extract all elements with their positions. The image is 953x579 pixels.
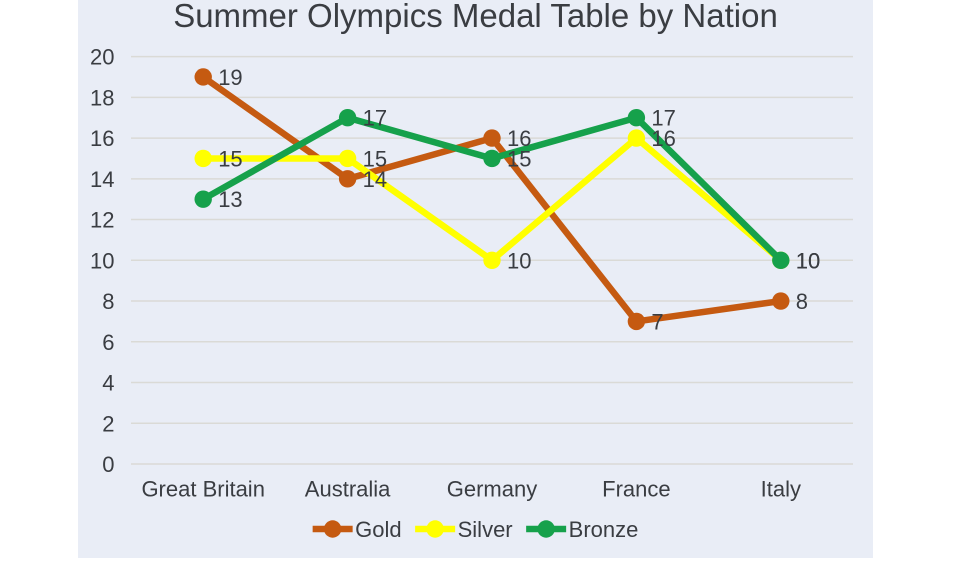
x-axis-category-label: Italy [761,477,801,502]
data-label-gold: 19 [218,65,242,90]
marker-silver-2 [483,251,501,269]
legend-item-gold: Gold [312,517,402,542]
data-label-gold: 14 [363,167,387,192]
legend-label-bronze: Bronze [569,517,639,542]
legend-label-silver: Silver [458,517,513,542]
legend-label-gold: Gold [355,517,401,542]
marker-bronze-2 [483,149,501,168]
legend-item-silver: Silver [415,517,513,542]
x-axis-category-label: Germany [447,477,537,502]
y-axis-tick-label: 10 [90,248,114,273]
y-axis-tick-label: 8 [102,289,114,314]
data-label-gold: 8 [796,289,808,314]
data-label-bronze: 17 [651,106,675,131]
data-label-gold: 7 [651,309,663,334]
y-axis-tick-label: 6 [102,330,114,355]
data-label-silver: 10 [507,248,531,273]
marker-bronze-0 [194,190,212,208]
y-axis-tick-label: 12 [90,208,114,233]
y-axis-tick-label: 4 [102,371,114,396]
data-label-bronze: 13 [218,187,242,212]
data-label-silver: 15 [363,146,387,171]
legend-marker-silver [426,520,444,538]
x-axis-category-label: Australia [305,477,391,502]
marker-gold-2 [483,129,501,147]
chart-title: Summer Olympics Medal Table by Nation [173,0,778,34]
y-axis-tick-label: 0 [102,452,114,477]
marker-silver-1 [338,149,357,168]
plot-background [78,0,873,558]
marker-bronze-3 [627,109,646,127]
data-label-bronze: 15 [507,146,531,171]
y-axis-tick-label: 14 [90,167,114,192]
marker-gold-0 [194,68,212,86]
x-axis-category-label: France [602,477,670,502]
data-label-bronze: 17 [363,106,387,131]
marker-silver-3 [627,129,646,147]
y-axis-tick-label: 2 [102,411,114,436]
data-label-bronze: 10 [796,248,820,273]
marker-gold-4 [772,292,790,310]
data-label-gold: 16 [507,126,531,151]
data-label-silver: 10 [796,248,820,273]
marker-gold-1 [338,170,357,188]
marker-silver-0 [194,149,212,168]
legend-marker-gold [323,520,342,538]
legend: Gold Silver Bronze [312,517,638,542]
y-axis-tick-label: 20 [90,45,114,70]
marker-gold-3 [627,312,646,331]
legend-marker-bronze [537,520,555,538]
data-label-silver: 16 [651,126,675,151]
y-axis-tick-label: 16 [90,126,114,151]
y-axis-tick-label: 18 [90,85,114,110]
legend-item-bronze: Bronze [526,517,638,542]
x-axis-category-label: Great Britain [141,477,265,502]
marker-bronze-4 [772,251,790,269]
marker-bronze-1 [338,109,357,127]
data-label-silver: 15 [218,146,242,171]
